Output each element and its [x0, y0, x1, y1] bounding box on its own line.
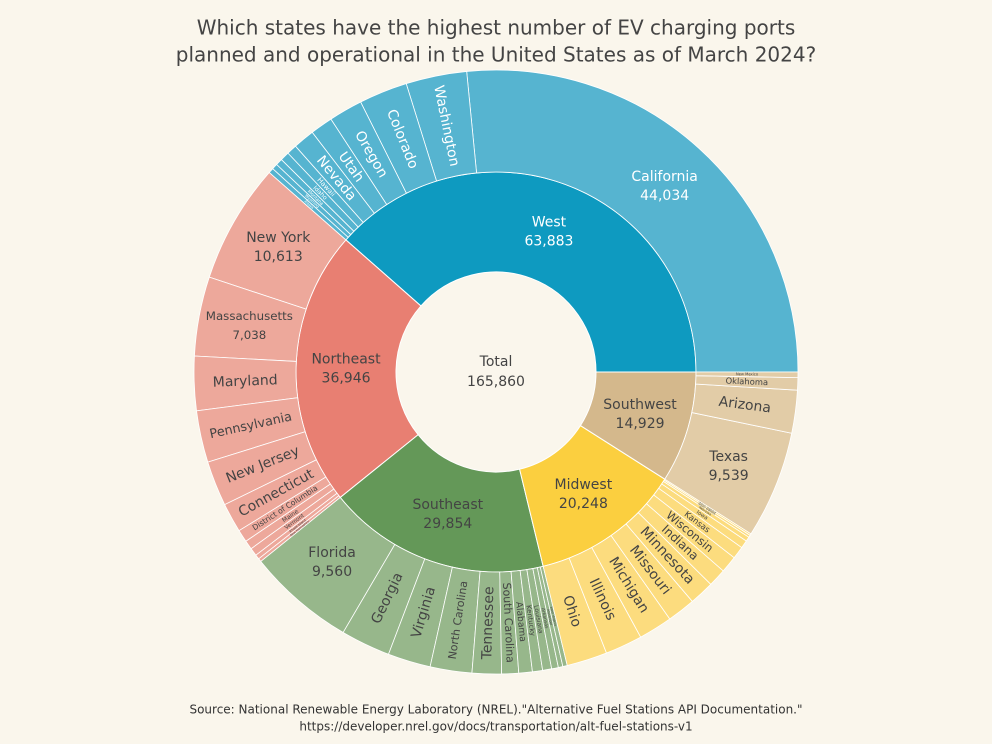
region-label: West — [532, 215, 567, 231]
state-label: Louisiana — [532, 605, 544, 635]
state-label: Tennessee — [479, 586, 497, 660]
state-value: 9,539 — [709, 468, 749, 484]
state-label: Alabama — [513, 601, 527, 642]
state-label: New Mexico — [736, 372, 759, 376]
root-value: 165,860 — [467, 374, 525, 390]
state-label: Arizona — [718, 394, 772, 417]
region-value: 36,946 — [322, 371, 371, 387]
state-label: New York — [246, 230, 311, 246]
state-label: South Carolina — [500, 582, 517, 663]
state-value: 9,560 — [312, 564, 352, 580]
region-label: Southeast — [412, 497, 483, 513]
state-value: 44,034 — [640, 188, 689, 204]
chart-title: planned and operational in the United St… — [176, 43, 816, 67]
state-wedge — [466, 69, 799, 373]
source-note: https://developer.nrel.gov/docs/transpor… — [299, 720, 692, 734]
state-label: California — [631, 169, 697, 185]
region-value: 14,929 — [616, 416, 665, 432]
region-label: Northeast — [311, 352, 381, 368]
state-label: West Virginia — [549, 606, 557, 626]
state-wedge — [695, 371, 799, 379]
region-label: Midwest — [555, 477, 613, 493]
state-label: Mississippi — [546, 609, 553, 626]
state-label: Texas — [708, 449, 748, 465]
source-note: Source: National Renewable Energy Labora… — [189, 703, 802, 717]
state-label: Maryland — [212, 372, 277, 390]
state-label: Massachusetts — [206, 309, 293, 323]
region-label: Southwest — [603, 397, 677, 413]
state-label: Nebraska — [698, 505, 712, 516]
state-value: 7,038 — [232, 328, 266, 342]
region-value: 29,854 — [423, 516, 472, 532]
state-label: Arkansas — [540, 608, 550, 630]
state-label: Alaska — [303, 199, 314, 209]
root — [396, 272, 596, 472]
chart-title: Which states have the highest number of … — [197, 16, 796, 40]
root-label: Total — [479, 354, 513, 370]
state-label: Oklahoma — [725, 376, 768, 388]
region-value: 63,883 — [524, 234, 573, 250]
region-value: 20,248 — [559, 496, 608, 512]
state-label: Florida — [308, 545, 356, 561]
state-value: 10,613 — [254, 249, 303, 265]
